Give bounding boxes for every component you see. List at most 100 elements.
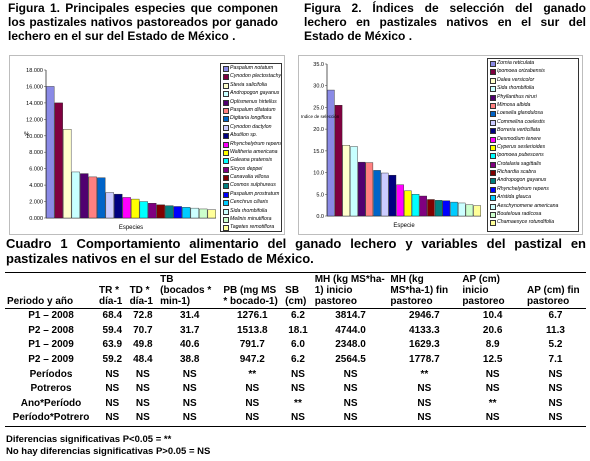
fig2-bar-0 [327, 89, 335, 217]
fig1-legend-item: Oplismenus hirtellus [221, 98, 281, 106]
fig2-legend-item: Ipomoea pubescens [488, 151, 578, 160]
table-cell: 791.7 [239, 339, 265, 351]
fig1-legend-label: Galeana pratensis [230, 157, 273, 164]
fig1-legend-item: Digitaria longiflora [221, 114, 281, 123]
fig2-legend-label: Phyllanthus niruri [497, 93, 537, 100]
table-cell: 3814.7 [335, 310, 366, 322]
fig1-legend-item: Waltheria americana [221, 148, 281, 156]
fig1-legend-item: Cenchrus ciliaris [221, 198, 281, 207]
fig2-legend-item: Richardia scabra [488, 168, 578, 177]
table-cell: 6.7 [548, 310, 563, 322]
fig1-legend-item: Cosmos sulphureus [221, 181, 281, 190]
fig1-ytick-label-0: 0.000 [29, 216, 43, 222]
table-row-label: P2 – 2008 [28, 324, 74, 336]
figure-2-chart: 0.0 5.0 10.0 15.0 20.0 25.0 30.0 35.0 Indice de … [298, 55, 583, 235]
table-cell: NS [127, 411, 159, 427]
fig1-legend-swatch [223, 116, 229, 123]
fig1-bar-3 [71, 171, 80, 219]
fig1-legend-label: Waltheria americana [230, 148, 278, 155]
fig2-ytick-label-2: 10.0 [313, 171, 324, 177]
fig2-legend-item: Aeschynomene americana [488, 202, 578, 210]
fig1-bar-18 [199, 208, 208, 219]
table-cell: 4744.0 [335, 324, 366, 336]
fig1-legend-label: Cynodon dactylon [230, 123, 272, 130]
fig1-legend-swatch [223, 200, 229, 207]
fig1-legend-item: Paspalum prostratum [221, 190, 281, 198]
table-cell: 2564.5 [335, 354, 366, 366]
fig1-bar-14 [165, 205, 174, 219]
table-cell: NS [525, 411, 586, 427]
fig2-legend-item: Andropogon gayanus [488, 176, 578, 185]
fig2-legend-label: Sida rhombifolia [497, 85, 535, 92]
fig1-legend-swatch [223, 107, 229, 114]
fig1-bar-13 [156, 204, 165, 219]
fig2-legend-item: Mimosa albida [488, 101, 578, 109]
table-header-cell: TB (bocados * min-1) [158, 272, 222, 309]
figure-2-plot: 0.0 5.0 10.0 15.0 20.0 25.0 30.0 35.0 Indice de … [301, 62, 481, 229]
fig2-ytick-label-5: 25.0 [313, 105, 324, 111]
fig1-legend-label: Oplismenus hirtellus [230, 98, 277, 105]
table-cell: 68.4 [102, 310, 123, 322]
table-cell: 8.9 [485, 339, 500, 351]
table-cell: NS [312, 411, 389, 427]
table-cell: NS [182, 368, 197, 380]
table-cell: NS [158, 411, 222, 427]
fig2-legend-label: Loeselia glandulosa [497, 110, 543, 117]
fig1-bar-8 [114, 193, 123, 219]
fig2-legend-swatch [490, 111, 496, 118]
fig2-bar-4 [357, 161, 366, 217]
fig2-legend-item: Phyllanthus niruri [488, 93, 578, 101]
fig2-legend-label: Mimosa albida [497, 101, 531, 108]
fig2-legend-swatch [490, 94, 496, 101]
fig2-bar-3 [350, 146, 358, 217]
table-cell: 1276.1 [236, 310, 268, 322]
fig1-legend-item: Paspalum dilatatum [221, 106, 281, 114]
fig2-legend-label: Bouteloua radicosa [497, 211, 542, 218]
fig1-legend-label: Andropogon gayanus [230, 90, 280, 97]
table-cell: ** [420, 368, 429, 380]
fig1-legend-label: Paspalum notatum [230, 65, 274, 71]
table-row-label: Potreros [30, 383, 72, 395]
table-cell: 31.4 [180, 310, 200, 322]
table-header-cell: TR * día-1 [97, 272, 128, 309]
fig2-legend-label: Zornia reticulata [497, 60, 535, 66]
table-cell: 49.8 [133, 339, 153, 351]
fig1-legend-item: Sida rhombifolia [221, 207, 281, 215]
table-cell: NS [105, 383, 120, 395]
fig2-legend-swatch [490, 212, 496, 219]
fig2-legend-label: Chamaesyce rotundifolia [497, 219, 555, 226]
fig1-legend-swatch [223, 133, 229, 140]
figure-1-caption: Figura 1. Principales especies que compo… [8, 1, 278, 43]
fig2-bar-17 [458, 202, 466, 217]
fig2-legend-item: Chamaesyce rotundifolia [488, 218, 578, 227]
table-cell: NS [135, 368, 150, 380]
fig2-bar-18 [465, 204, 474, 217]
fig2-bar-6 [373, 170, 381, 217]
fig1-legend-label: Sicyos deppei [230, 165, 263, 172]
table-row: Ano*Período NS NS NS NS ** NS NS ** NS [5, 397, 586, 412]
table-header-cell: AP (cm) inicio pastoreo [460, 272, 525, 309]
fig2-legend-swatch [490, 220, 496, 227]
fig1-legend-label: Paspalum dilatatum [230, 106, 276, 113]
fig2-ytick-label-0: 0.0 [316, 214, 324, 220]
fig2-legend-label: Rhynchelytrum repens [497, 185, 549, 192]
table-cell: NS [548, 368, 563, 380]
fig2-bar-10 [404, 190, 412, 217]
fig2-legend-item: Crotalaria sagittalis [488, 160, 578, 168]
fig2-bar-7 [381, 172, 389, 217]
fig1-ytick-label-8: 16.000 [26, 84, 43, 90]
fig1-ytick-label-2: 4.000 [29, 183, 43, 189]
fig2-legend-item: Desmodium tenere [488, 135, 578, 143]
table-cell: NS [245, 383, 260, 395]
fig1-legend-item: Abutilon sp. [221, 131, 281, 140]
fig2-legend-item: Cyperus seslerioides [488, 143, 578, 151]
fig1-legend-label: Abutilon sp. [230, 132, 258, 139]
fig2-legend-swatch [490, 61, 496, 67]
fig1-ylabel: % [24, 132, 30, 138]
fig2-legend-label: Cyperus seslerioides [497, 143, 546, 150]
table-row-label: P1 – 2009 [28, 339, 74, 351]
fig1-bar-2 [63, 128, 72, 219]
fig2-legend-swatch [490, 77, 496, 84]
table-cell: 12.5 [482, 354, 503, 366]
fig2-bar-2 [342, 145, 350, 217]
